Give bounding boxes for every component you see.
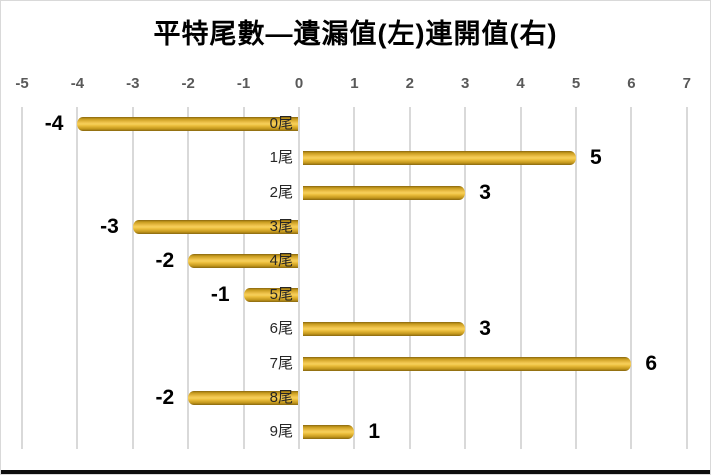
category-label: 1尾 bbox=[269, 149, 293, 167]
bar-0尾 bbox=[77, 117, 298, 132]
bar-6尾 bbox=[303, 322, 466, 337]
gridline bbox=[242, 107, 245, 449]
category-label: 9尾 bbox=[269, 422, 293, 440]
bar-8尾 bbox=[188, 390, 298, 405]
data-label: 5 bbox=[590, 146, 602, 170]
chart-title: 平特尾數—遺漏值(左)連開值(右) bbox=[153, 19, 558, 49]
gridline bbox=[76, 107, 79, 449]
x-axis-tick-label: 0 bbox=[294, 75, 304, 92]
category-label: 6尾 bbox=[269, 320, 293, 338]
bar-4尾 bbox=[188, 253, 298, 268]
gridline bbox=[685, 107, 688, 449]
data-label: -2 bbox=[155, 385, 175, 409]
data-label: 1 bbox=[368, 419, 381, 443]
x-axis-tick-label: 5 bbox=[571, 75, 581, 92]
data-label: -4 bbox=[44, 112, 64, 136]
category-label: 8尾 bbox=[269, 388, 293, 406]
gridline bbox=[408, 107, 411, 449]
gridline bbox=[187, 107, 190, 449]
x-axis-tick-label: 6 bbox=[627, 75, 636, 92]
x-axis-tick-label: -2 bbox=[181, 75, 195, 92]
gridline bbox=[131, 107, 134, 449]
bar-9尾 bbox=[303, 424, 355, 439]
bar-5尾 bbox=[243, 288, 298, 303]
x-axis-tick-label: -5 bbox=[15, 75, 29, 92]
bar-2尾 bbox=[303, 185, 466, 200]
gridline bbox=[519, 107, 522, 449]
category-label: 5尾 bbox=[269, 286, 293, 304]
gridline bbox=[464, 107, 467, 449]
category-label: 3尾 bbox=[269, 217, 293, 235]
x-axis-tick-label: -4 bbox=[70, 75, 85, 92]
gridline bbox=[353, 107, 356, 449]
data-label: 6 bbox=[645, 351, 658, 375]
category-label: 4尾 bbox=[269, 251, 293, 269]
x-axis-tick-label: 4 bbox=[516, 75, 525, 92]
x-axis-tick-label: 7 bbox=[682, 75, 691, 92]
gridline bbox=[298, 107, 300, 449]
bar-7尾 bbox=[303, 356, 632, 371]
x-axis-tick-label: 1 bbox=[350, 75, 359, 92]
data-label: -1 bbox=[210, 283, 230, 307]
bottom-border-line bbox=[1, 470, 710, 474]
data-label: 3 bbox=[479, 317, 491, 341]
data-label: -2 bbox=[155, 248, 175, 272]
data-label: 3 bbox=[479, 180, 491, 204]
x-axis-tick-label: -3 bbox=[126, 75, 140, 92]
category-label: 7尾 bbox=[269, 354, 293, 372]
gridline bbox=[630, 107, 633, 449]
bar-3尾 bbox=[132, 219, 298, 234]
category-label: 0尾 bbox=[269, 115, 293, 133]
x-axis-tick-label: 2 bbox=[405, 75, 414, 92]
x-axis-tick-label: -1 bbox=[236, 75, 251, 92]
data-label: -3 bbox=[100, 214, 119, 238]
gridline bbox=[21, 107, 23, 449]
x-axis-tick-label: 3 bbox=[461, 75, 470, 92]
gridline bbox=[575, 107, 577, 449]
category-label: 2尾 bbox=[269, 183, 293, 201]
bar-1尾 bbox=[303, 151, 576, 166]
